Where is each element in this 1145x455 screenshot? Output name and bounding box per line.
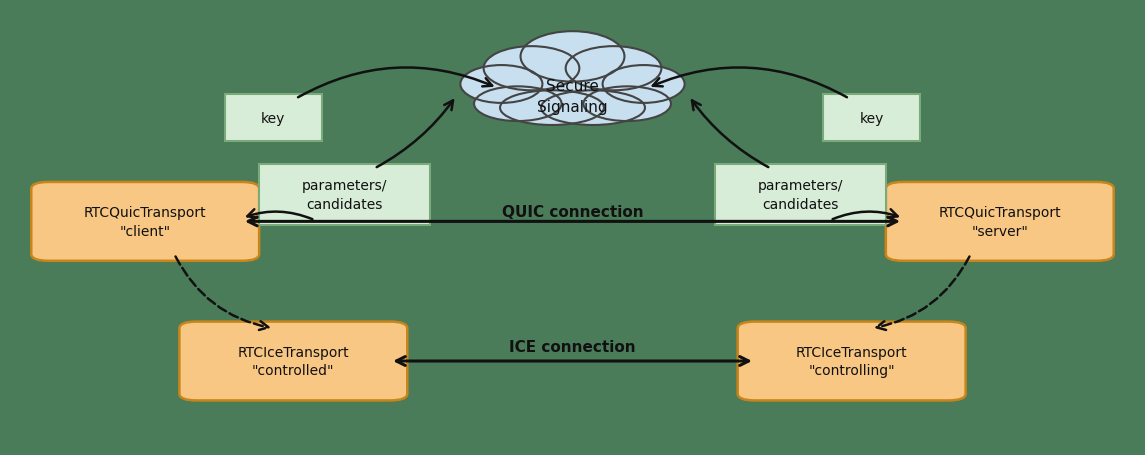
Text: key: key: [261, 111, 285, 126]
FancyBboxPatch shape: [31, 182, 259, 261]
Ellipse shape: [542, 91, 645, 126]
Text: QUIC connection: QUIC connection: [502, 204, 643, 219]
FancyBboxPatch shape: [180, 322, 408, 400]
Text: RTCQuicTransport
"server": RTCQuicTransport "server": [939, 206, 1061, 238]
Text: key: key: [860, 111, 884, 126]
Ellipse shape: [545, 65, 655, 112]
Ellipse shape: [504, 71, 641, 115]
FancyBboxPatch shape: [737, 322, 965, 400]
Ellipse shape: [584, 87, 671, 122]
Ellipse shape: [521, 32, 624, 82]
Ellipse shape: [490, 65, 600, 112]
Ellipse shape: [474, 87, 561, 122]
Ellipse shape: [460, 66, 543, 104]
FancyBboxPatch shape: [823, 95, 921, 142]
Ellipse shape: [566, 47, 662, 91]
Text: Secure
Signaling: Secure Signaling: [537, 79, 608, 115]
FancyBboxPatch shape: [259, 165, 431, 225]
FancyBboxPatch shape: [886, 182, 1114, 261]
Text: RTCIceTransport
"controlling": RTCIceTransport "controlling": [796, 345, 908, 377]
Ellipse shape: [602, 66, 685, 104]
Ellipse shape: [500, 91, 603, 126]
Ellipse shape: [483, 47, 579, 91]
FancyBboxPatch shape: [224, 95, 322, 142]
FancyBboxPatch shape: [714, 165, 886, 225]
Text: RTCIceTransport
"controlled": RTCIceTransport "controlled": [237, 345, 349, 377]
Text: ICE connection: ICE connection: [510, 339, 635, 354]
Text: parameters/
candidates: parameters/ candidates: [758, 179, 843, 211]
Text: parameters/
candidates: parameters/ candidates: [302, 179, 387, 211]
Text: RTCQuicTransport
"client": RTCQuicTransport "client": [84, 206, 206, 238]
